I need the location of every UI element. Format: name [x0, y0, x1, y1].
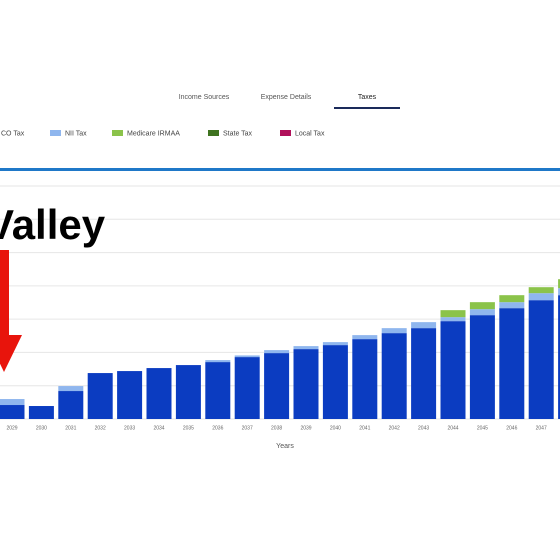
x-tick-label: 2044 [447, 425, 458, 431]
red-arrow [0, 250, 22, 372]
bar-segment [411, 328, 437, 419]
legend-swatch [280, 130, 291, 136]
bar-segment [440, 310, 466, 318]
x-tick-label: 2047 [536, 425, 547, 431]
overlay-text: Valley [0, 201, 106, 248]
bar-segment [205, 360, 231, 363]
bar-segment [58, 386, 84, 392]
bar-segment [264, 353, 290, 419]
x-tick-label: 2041 [359, 425, 370, 431]
x-tick-label: 2034 [153, 425, 164, 431]
bar-segment [469, 302, 495, 310]
bar-segment [411, 322, 437, 329]
bar-segment [440, 317, 466, 322]
legend-label: CO Tax [1, 130, 25, 137]
bar-segment [234, 357, 260, 419]
bar-segment [205, 362, 231, 419]
bar-segment [528, 287, 554, 294]
bar-segment [528, 293, 554, 301]
x-tick-label: 2042 [389, 425, 400, 431]
bar-segment [117, 371, 143, 419]
divider [0, 168, 560, 171]
bar-segment [440, 321, 466, 419]
x-axis-label: Years [276, 443, 294, 450]
x-tick-label: 2043 [418, 425, 429, 431]
x-tick-label: 2045 [477, 425, 488, 431]
bar-segment [293, 349, 319, 419]
legend-label: State Tax [223, 130, 253, 137]
bar-segment [352, 335, 378, 340]
tab-underline [334, 107, 400, 109]
bar-segment [499, 308, 525, 419]
bar-segment [293, 346, 319, 350]
legend-label: Medicare IRMAA [127, 130, 180, 137]
x-tick-label: 2035 [183, 425, 194, 431]
bar-segment [0, 405, 25, 419]
x-tick-label: 2029 [6, 425, 17, 431]
x-tick-label: 2032 [95, 425, 106, 431]
bar-segment [28, 406, 54, 419]
bar-segment [234, 355, 260, 358]
bar-segment [0, 399, 25, 406]
x-tick-label: 2040 [330, 425, 341, 431]
x-tick-label: 2033 [124, 425, 135, 431]
x-tick-label: 2037 [242, 425, 253, 431]
x-tick-label: 2036 [212, 425, 223, 431]
bar-segment [381, 333, 407, 419]
bar-segment [381, 328, 407, 334]
bar-segment [558, 288, 560, 296]
bar-segment [558, 279, 560, 289]
legend-swatch [50, 130, 61, 136]
bar-segment [469, 315, 495, 419]
tab-active[interactable]: Taxes [358, 94, 377, 101]
legend-label: NII Tax [65, 130, 87, 137]
x-tick-label: 2031 [65, 425, 76, 431]
bar-segment [146, 368, 172, 419]
tab[interactable]: Expense Details [261, 94, 312, 101]
arrow-shaft [0, 250, 9, 340]
arrow-head [0, 335, 22, 372]
bar-segment [175, 365, 201, 419]
bar-segment [499, 302, 525, 309]
tab[interactable]: Income Sources [179, 94, 230, 101]
bar-segment [322, 345, 348, 419]
bar-segment [469, 309, 495, 316]
bar-segment [58, 391, 84, 419]
bar-segment [322, 342, 348, 346]
x-tick-label: 2038 [271, 425, 282, 431]
bar-segment [499, 295, 525, 303]
bar-segment [528, 300, 554, 419]
plot: 2029 2030 2031 2032 2033 2034 2035 2036 2037 2038… [0, 185, 560, 431]
x-tick-label: 2046 [506, 425, 517, 431]
bar-segment [558, 295, 560, 419]
x-tick-label: 2030 [36, 425, 47, 431]
bar-segment [87, 373, 113, 419]
legend: CO Tax NII Tax Medicare IRMAA State Tax Loca… [1, 130, 325, 137]
x-tick-label: 2039 [300, 425, 311, 431]
legend-swatch [112, 130, 123, 136]
bar-segment [264, 350, 290, 354]
legend-swatch [208, 130, 219, 136]
legend-label: Local Tax [295, 130, 325, 137]
bar-segment [352, 339, 378, 419]
